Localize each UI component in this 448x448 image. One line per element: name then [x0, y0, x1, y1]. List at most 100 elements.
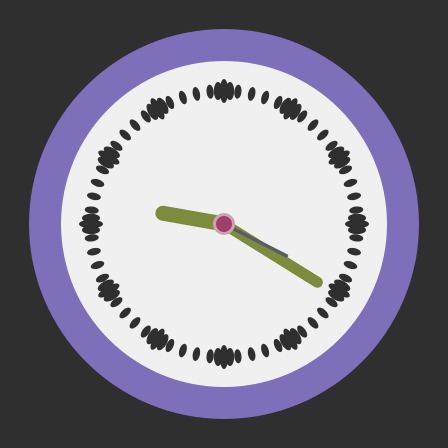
hour-tick-lobe — [283, 98, 298, 120]
minute-tick-mark — [90, 261, 105, 270]
hour-tick-lobe — [328, 150, 350, 165]
hour-tick-lobe — [150, 98, 165, 120]
minute-tick-mark — [234, 349, 242, 364]
minute-tick-mark — [338, 165, 353, 175]
minute-tick — [178, 343, 187, 358]
minute-tick — [273, 338, 283, 353]
minute-tick — [140, 110, 151, 123]
minute-tick — [119, 307, 131, 319]
hour-tick-lobe — [289, 103, 302, 120]
minute-tick — [234, 84, 242, 99]
hour-tick-lobe — [82, 213, 100, 223]
minute-tick-mark — [90, 178, 105, 187]
second-hand — [222, 222, 289, 258]
minute-tick — [95, 165, 110, 175]
minute-tick-mark — [349, 206, 364, 214]
minute-tick — [140, 325, 151, 338]
hour-tick-lobe — [225, 348, 235, 366]
hour-tick-lobe — [146, 328, 159, 345]
minute-tick — [247, 87, 256, 101]
minute-tick-mark — [206, 84, 214, 99]
minute-tick — [325, 297, 338, 308]
minute-tick-mark — [206, 349, 214, 364]
minute-tick — [192, 87, 201, 101]
minute-tick-mark — [140, 325, 151, 338]
hour-tick-lobe — [348, 225, 366, 235]
hour-tick-lobe — [213, 348, 223, 366]
hour-tick-mark — [97, 146, 120, 169]
hour-tick-lobe — [79, 219, 103, 229]
minute-tick — [192, 347, 201, 361]
minute-tick — [338, 273, 353, 283]
minute-tick-mark — [165, 338, 175, 353]
minute-tick-mark — [178, 343, 187, 358]
minute-tick — [261, 90, 270, 105]
minute-tick — [297, 325, 308, 338]
minute-tick-mark — [338, 273, 353, 283]
hour-tick-lobe — [150, 328, 165, 350]
minute-tick-mark — [273, 338, 283, 353]
minute-tick — [206, 349, 214, 364]
hour-tick-lobe — [98, 283, 120, 298]
minute-tick — [317, 307, 329, 319]
hour-tick-mark — [97, 279, 120, 302]
hour-tick-lobe — [289, 328, 302, 345]
hour-tick-lobe — [328, 283, 350, 298]
hour-tick-lobe — [219, 345, 229, 369]
hour-tick-lobe — [283, 328, 298, 350]
hour-tick-lobe — [348, 213, 366, 223]
minute-tick-mark — [307, 119, 319, 131]
minute-tick — [343, 178, 358, 187]
hour-tick-lobe — [103, 289, 120, 302]
minute-tick — [349, 206, 364, 214]
hour-tick-lobe — [146, 103, 159, 120]
minute-tick — [247, 347, 256, 361]
hour-tick-lobe — [97, 279, 114, 292]
minute-tick-mark — [347, 192, 361, 201]
minute-tick-mark — [317, 307, 329, 319]
hour-tick-mark — [213, 79, 235, 103]
hour-tick-lobe — [334, 156, 351, 169]
hour-tick-lobe — [225, 82, 235, 100]
clock-tick-marks — [79, 79, 369, 369]
minute-tick — [129, 119, 141, 131]
minute-tick-mark — [129, 317, 141, 329]
minute-tick — [165, 95, 175, 110]
minute-tick — [206, 84, 214, 99]
minute-tick-mark — [140, 110, 151, 123]
minute-tick-mark — [261, 90, 270, 105]
hour-tick-lobe — [328, 146, 345, 159]
minute-tick — [84, 206, 99, 214]
minute-tick-mark — [119, 307, 131, 319]
hour-tick-lobe — [98, 150, 120, 165]
minute-tick — [273, 95, 283, 110]
minute-tick — [90, 178, 105, 187]
hour-tick-lobe — [334, 279, 351, 292]
hour-tick-lobe — [345, 219, 369, 229]
hour-tick-mark — [279, 97, 302, 120]
minute-tick — [87, 247, 101, 256]
minute-tick — [165, 338, 175, 353]
minute-tick-mark — [247, 347, 256, 361]
hour-tick-mark — [79, 213, 103, 235]
minute-tick-mark — [343, 261, 358, 270]
minute-tick-mark — [349, 234, 364, 242]
hour-tick-lobe — [279, 97, 292, 114]
hour-tick-lobe — [279, 334, 292, 351]
hour-tick-mark — [213, 345, 235, 369]
hour-tick-lobe — [103, 146, 120, 159]
minute-tick — [178, 90, 187, 105]
minute-tick — [110, 297, 123, 308]
hour-tick-mark — [328, 279, 351, 302]
minute-tick-mark — [234, 84, 242, 99]
minute-tick — [307, 317, 319, 329]
minute-tick-mark — [261, 343, 270, 358]
minute-tick — [90, 261, 105, 270]
minute-tick-mark — [297, 110, 308, 123]
hour-tick-lobe — [213, 82, 223, 100]
minute-tick — [261, 343, 270, 358]
minute-tick-mark — [307, 317, 319, 329]
minute-tick-mark — [129, 119, 141, 131]
hour-tick-mark — [146, 97, 169, 120]
